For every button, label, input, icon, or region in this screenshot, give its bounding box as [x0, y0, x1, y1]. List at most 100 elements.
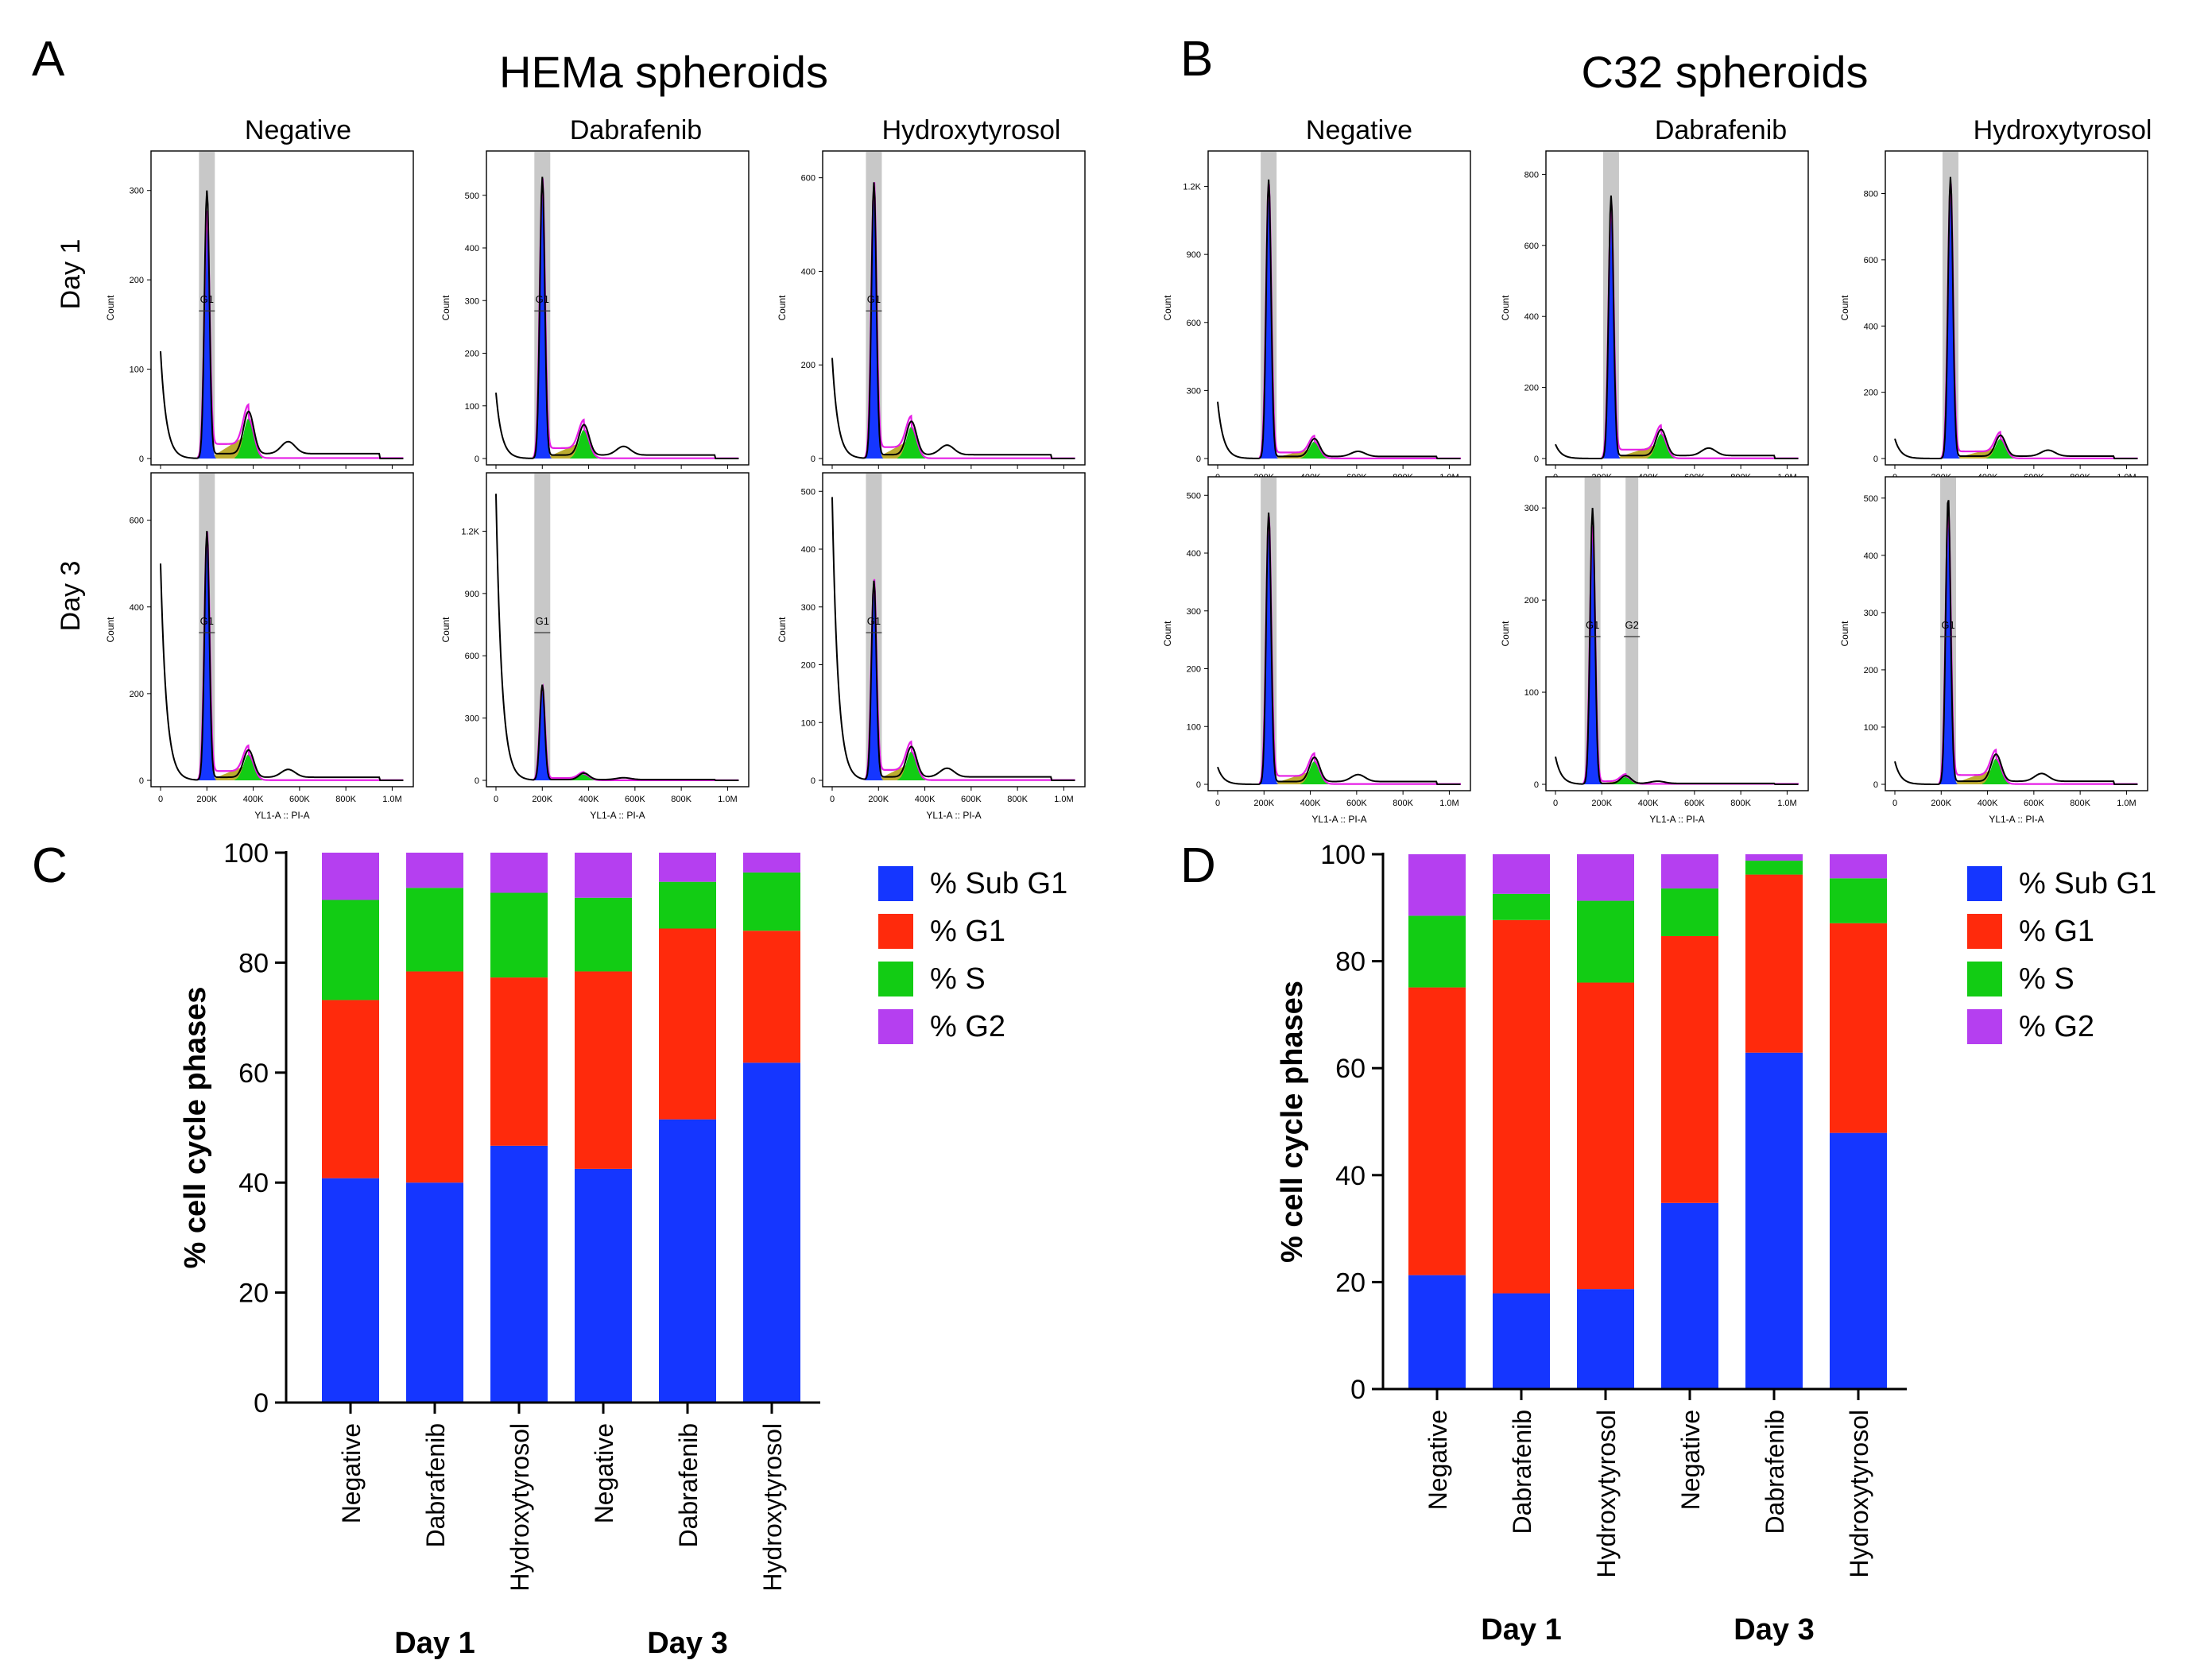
histogram-b-d3-dab: G1 G2 0 100 200 300 Count 0 200K 400K 600K 800K 1.0M… — [1500, 476, 1809, 825]
x-axis-label: YL1-A :: PI-A — [1649, 814, 1704, 825]
y-axis-label: Count — [1162, 621, 1173, 647]
y-tick-label: 600 — [1524, 242, 1539, 251]
g2-peak-area — [234, 418, 263, 459]
y-tick-label: 300 — [465, 714, 479, 724]
bar-segment-sub_g1-2 — [490, 1145, 548, 1403]
bar-segment-g2-4 — [659, 853, 716, 882]
group-label: Day 3 — [647, 1627, 727, 1660]
x-category-label: Negative — [590, 1423, 618, 1523]
y-tick-label: 200 — [1187, 665, 1201, 675]
y-tick-label: 200 — [130, 276, 144, 285]
group-label: Day 3 — [1734, 1613, 1814, 1647]
histogram-b-d3-hyd: G1 0 100 200 300 400 500 Count 0 200K 400K 600K 800K… — [1839, 476, 2148, 825]
model-fit-line — [1938, 509, 2138, 785]
model-fit-line — [1601, 204, 1799, 459]
raw-histogram-trace — [1555, 195, 1799, 459]
y-tick-label: 400 — [1524, 312, 1539, 322]
y-axis-label: Count — [1839, 621, 1850, 647]
y-tick-label: 600 — [130, 517, 144, 526]
y-tick-label: 300 — [1864, 609, 1878, 618]
x-tick-label: 0 — [494, 795, 498, 804]
x-tick-label: 0 — [1215, 799, 1220, 808]
histogram-frame — [822, 150, 1086, 466]
gate-label: G2 — [1625, 619, 1638, 631]
group-label: Day 1 — [1481, 1613, 1561, 1647]
bar-segment-sub_g1-4 — [659, 1119, 716, 1403]
y-tick-label: 300 — [801, 603, 815, 613]
raw-histogram-trace — [1894, 176, 2138, 459]
panel-letter-a: A — [32, 32, 65, 87]
x-tick-label: 0 — [830, 795, 835, 804]
y-tick-label: 600 — [1187, 319, 1201, 328]
x-category-label: Dabrafenib — [421, 1423, 450, 1548]
legend-swatch-g1 — [1967, 914, 2002, 949]
bar-segment-sub_g1-0 — [322, 1178, 379, 1403]
bar-segment-s-1 — [406, 888, 463, 972]
gate-label: G1 — [867, 293, 881, 305]
g2-peak-area — [1612, 776, 1641, 784]
y-tick-label: 400 — [1187, 549, 1201, 559]
g1-gate-band — [534, 474, 551, 780]
y-tick-label: 200 — [801, 361, 815, 370]
legend-swatch-s — [1967, 962, 2002, 996]
y-axis-label: Count — [440, 617, 451, 643]
g2-peak-area — [1300, 441, 1329, 459]
model-fit-line — [863, 182, 1075, 459]
histogram-a-d1-dab: G10100200300400500Count0200K400K600K800K… — [440, 150, 750, 499]
y-tick-label: 100 — [1187, 722, 1201, 732]
bar-segment-g2-1 — [1493, 854, 1550, 894]
y-tick-label: 500 — [1864, 494, 1878, 504]
x-tick-label: 0 — [1892, 799, 1897, 808]
bar-segment-sub_g1-3 — [575, 1168, 632, 1403]
g2-peak-area — [234, 754, 263, 780]
group-label: Day 1 — [394, 1627, 475, 1660]
column-header: Dabrafenib — [570, 115, 702, 145]
raw-histogram-trace — [160, 190, 404, 459]
histogram-frame — [1885, 150, 2148, 466]
y-tick-label: 0 — [139, 455, 144, 464]
x-category-label: Negative — [337, 1423, 366, 1523]
y-axis-label: Count — [105, 295, 116, 321]
bar-segment-g1-0 — [322, 1000, 379, 1178]
histogram-frame — [1207, 476, 1471, 791]
y-tick-label: 200 — [1864, 389, 1878, 398]
bar-segment-sub_g1-1 — [1493, 1293, 1550, 1389]
gate-label: G1 — [200, 293, 214, 305]
x-category-label: Dabrafenib — [674, 1423, 703, 1548]
y-tick-label: 200 — [801, 661, 815, 671]
bar-segment-s-3 — [575, 897, 632, 972]
legend-label: % G1 — [930, 915, 1005, 948]
x-tick-label: 200K — [1253, 799, 1274, 808]
bar-segment-sub_g1-2 — [1577, 1289, 1634, 1389]
histogram-frame — [1885, 476, 2148, 791]
stacked-bar-chart-d: D 0 20 40 60 80 100 % cell cycle phases Negative… — [1180, 838, 2156, 1647]
g2-peak-area — [1982, 758, 2010, 784]
y-tick-label: 100 — [1864, 723, 1878, 733]
x-category-label: Dabrafenib — [1508, 1410, 1536, 1534]
histogram-a-d3-neg: G1 0 200 400 600 Count 0 200K 400K 600K 800K 1.0M YL… — [105, 472, 414, 821]
x-tick-label: 200K — [1931, 799, 1951, 808]
model-fit-line — [1258, 517, 1461, 785]
g1-peak-area — [197, 537, 216, 780]
y-tick-label: 200 — [1524, 596, 1539, 606]
raw-histogram-trace — [160, 531, 404, 781]
panel-letter-c: C — [32, 838, 68, 893]
y-tick-label: 400 — [1864, 551, 1878, 561]
legend-label: % S — [2019, 962, 2074, 996]
x-category-label: Hydroxytyrosol — [1845, 1410, 1873, 1578]
x-axis-label: YL1-A :: PI-A — [926, 810, 981, 821]
y-tick-label: 40 — [1335, 1161, 1366, 1191]
g1-peak-area — [864, 189, 884, 459]
y-tick-label: 60 — [238, 1058, 269, 1089]
bar-segment-g1-1 — [406, 971, 463, 1183]
bar-segment-g1-3 — [1661, 935, 1718, 1203]
y-tick-label: 0 — [1350, 1375, 1366, 1405]
row-label: Day 3 — [56, 561, 86, 632]
bar-segment-s-5 — [743, 872, 800, 931]
model-fit-line — [1258, 184, 1461, 459]
bar-segment-g2-2 — [1577, 854, 1634, 901]
x-category-label: Negative — [1424, 1410, 1452, 1510]
y-tick-label: 20 — [1335, 1267, 1366, 1298]
raw-histogram-trace — [831, 182, 1075, 459]
